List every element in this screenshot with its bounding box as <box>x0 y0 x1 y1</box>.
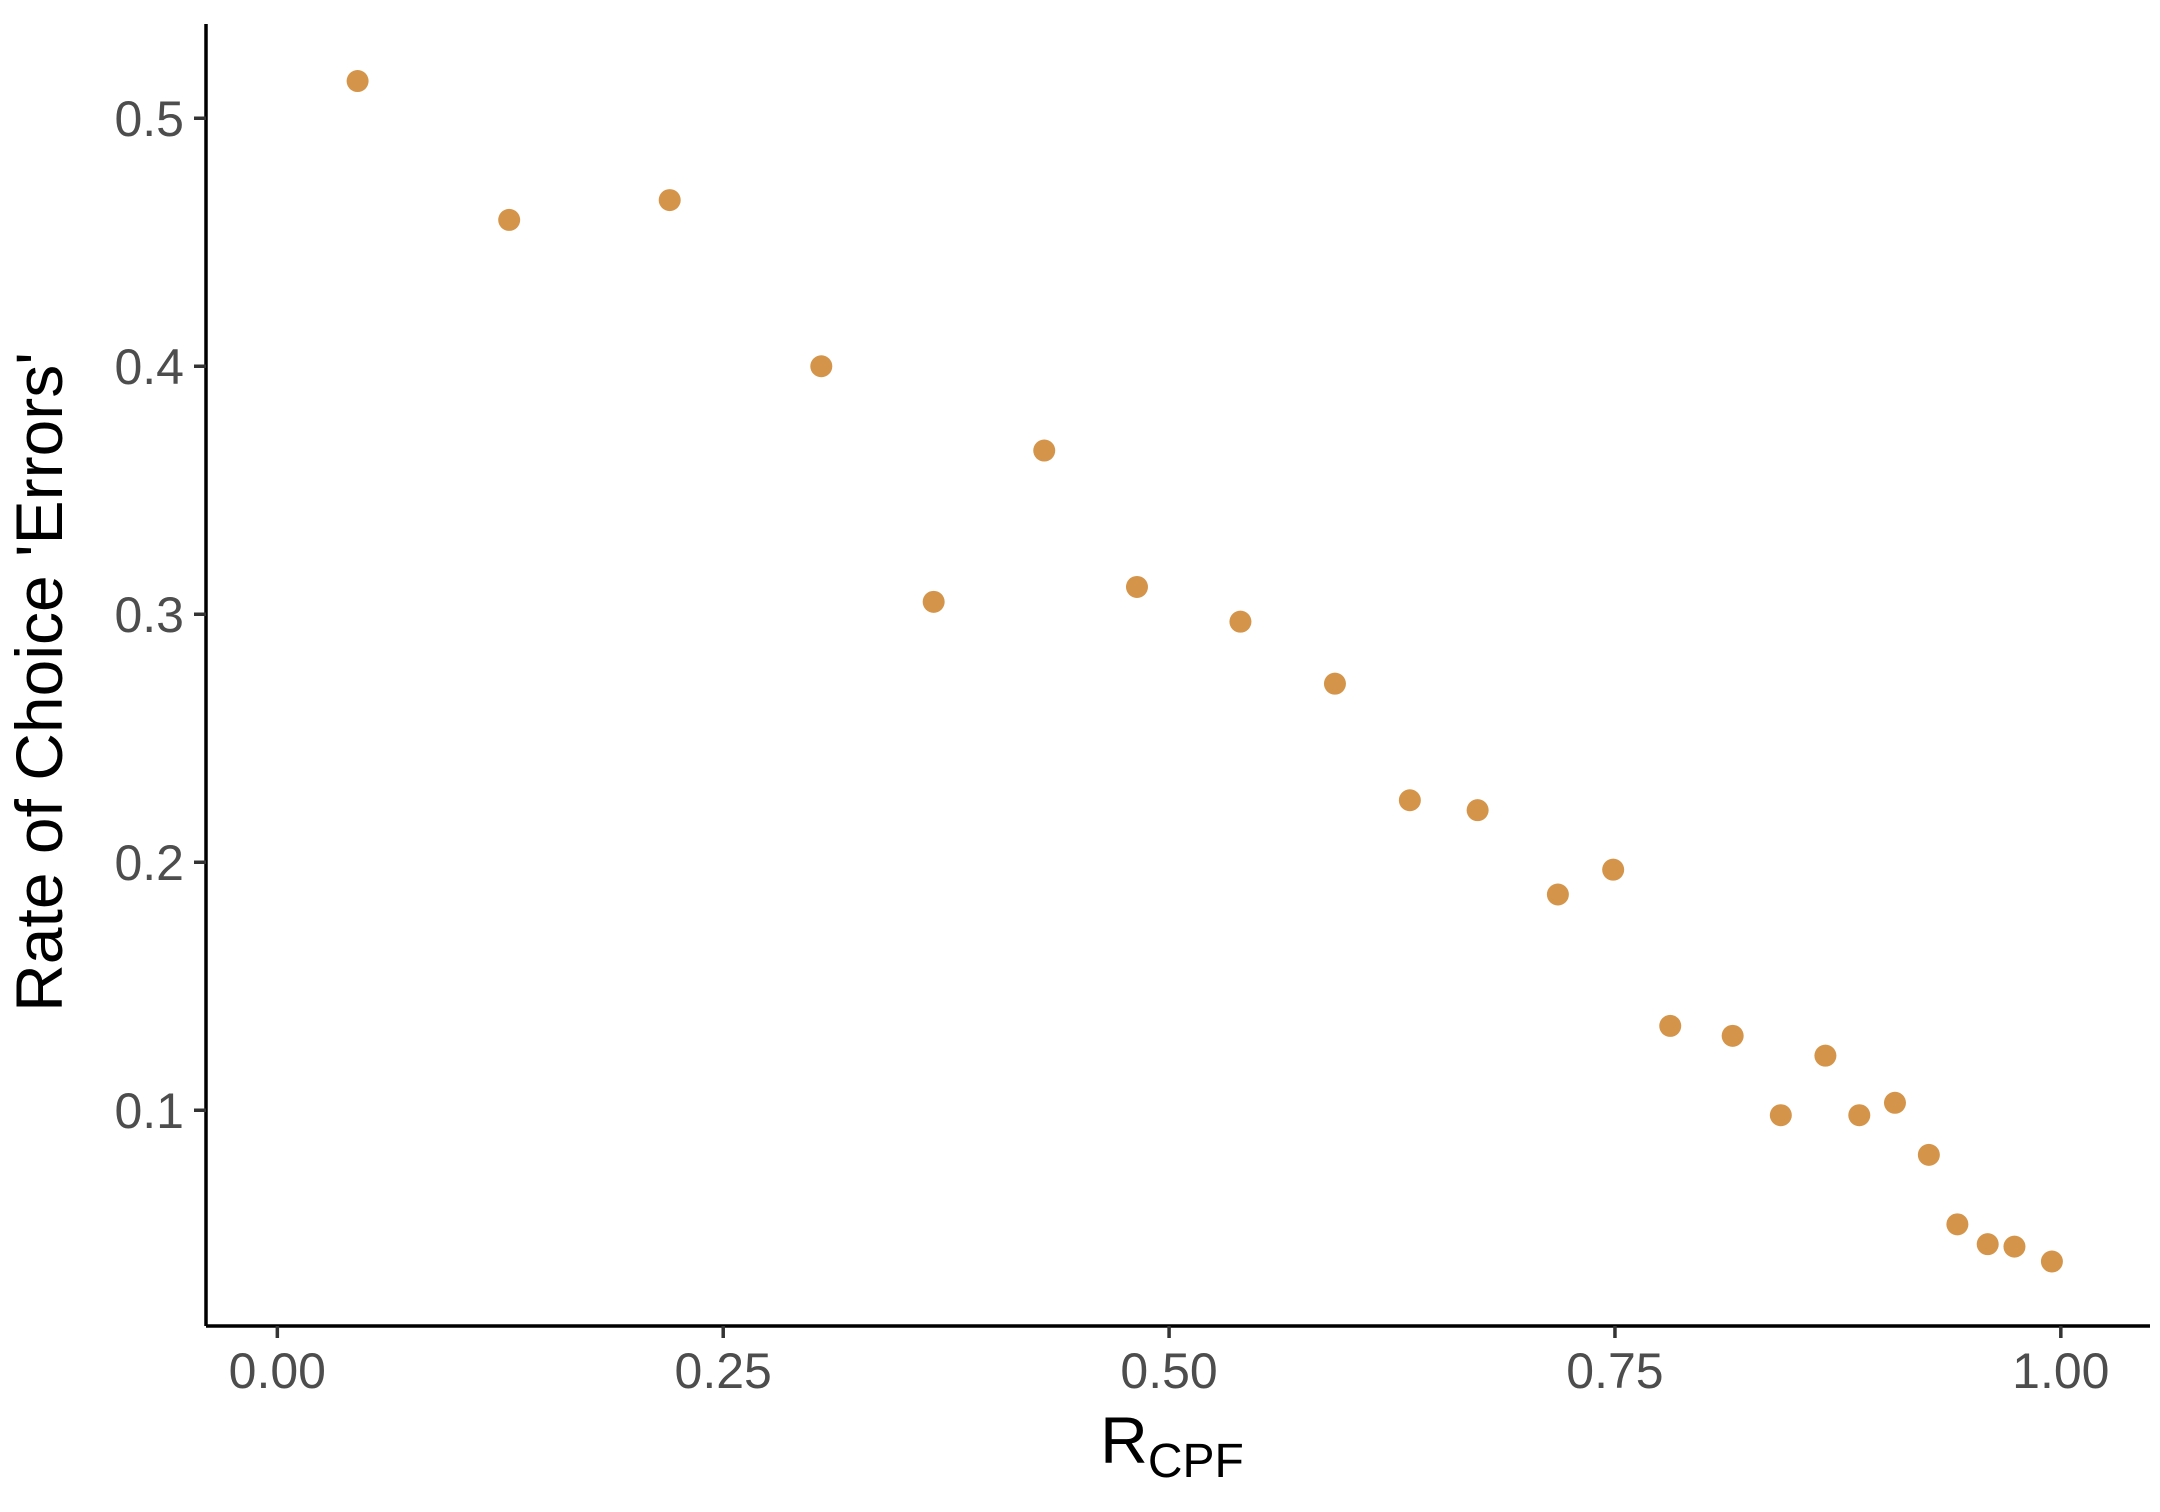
data-point <box>1229 610 1252 633</box>
x-axis-title: RCPF <box>1100 1403 1244 1488</box>
x-axis-ticks: 0.00 0.25 0.50 0.75 1.00 <box>229 1326 2109 1399</box>
y-axis-ticks: 0.1 0.2 0.3 0.4 0.5 <box>114 91 206 1139</box>
data-point <box>1917 1143 1940 1166</box>
y-tick-label: 0.2 <box>114 835 184 891</box>
x-axis-title-main: R <box>1100 1403 1148 1477</box>
data-point <box>346 70 369 93</box>
data-point <box>1466 799 1489 822</box>
x-tick-label: 0.25 <box>675 1343 772 1399</box>
y-tick-label: 0.5 <box>114 91 184 147</box>
y-tick-label: 0.3 <box>114 587 184 643</box>
data-point <box>1033 439 1056 462</box>
data-points <box>346 70 2063 1273</box>
y-tick-label: 0.4 <box>114 339 184 395</box>
data-point <box>658 189 681 212</box>
data-point <box>2040 1250 2063 1273</box>
data-point <box>1848 1104 1871 1127</box>
data-point <box>810 355 833 378</box>
x-tick-label: 0.75 <box>1566 1343 1663 1399</box>
data-point <box>1323 672 1346 695</box>
y-tick-label: 0.1 <box>114 1083 184 1139</box>
data-point <box>922 590 945 613</box>
data-point <box>1814 1044 1837 1067</box>
data-point <box>1976 1233 1999 1256</box>
x-axis-title-subscript: CPF <box>1148 1435 1244 1488</box>
data-point <box>1125 575 1148 598</box>
data-point <box>1398 789 1421 812</box>
data-point <box>1721 1024 1744 1047</box>
data-point <box>1946 1213 1969 1236</box>
data-point <box>1602 858 1625 881</box>
x-tick-label: 0.50 <box>1120 1343 1217 1399</box>
y-axis-title: Rate of Choice 'Errors' <box>2 352 76 1012</box>
data-point <box>1883 1091 1906 1114</box>
data-point <box>1546 883 1569 906</box>
data-point <box>1659 1014 1682 1037</box>
x-tick-label: 0.00 <box>229 1343 326 1399</box>
data-point <box>498 208 521 231</box>
x-tick-label: 1.00 <box>2012 1343 2109 1399</box>
data-point <box>2003 1235 2026 1258</box>
data-point <box>1769 1104 1792 1127</box>
